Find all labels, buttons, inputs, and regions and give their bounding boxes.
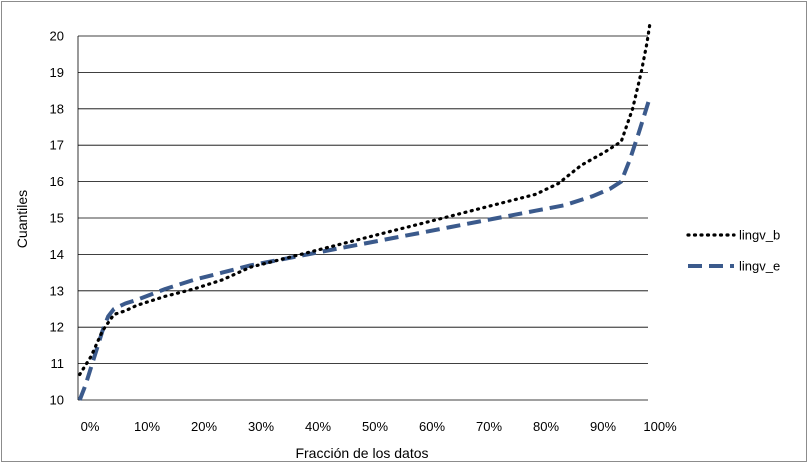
x-tick-label: 70% bbox=[476, 419, 502, 434]
x-tick-label: 50% bbox=[362, 419, 388, 434]
y-tick-label: 14 bbox=[50, 247, 64, 262]
y-tick-label: 10 bbox=[50, 393, 64, 408]
x-tick-label: 60% bbox=[419, 419, 445, 434]
legend-label-lingv_b: lingv_b bbox=[739, 228, 780, 243]
series-lines bbox=[77, 23, 652, 401]
x-tick-label: 40% bbox=[305, 419, 331, 434]
y-axis-title: Cuantiles bbox=[14, 190, 30, 248]
x-tick-label: 30% bbox=[248, 419, 274, 434]
y-tick-label: 11 bbox=[51, 356, 65, 371]
y-tick-label: 17 bbox=[50, 138, 64, 153]
x-tick-label: 0% bbox=[81, 419, 100, 434]
x-axis-title: Fracción de los datos bbox=[295, 445, 428, 461]
series-line-lingv_e bbox=[77, 97, 652, 401]
x-tick-label: 90% bbox=[590, 419, 616, 434]
y-tick-label: 20 bbox=[50, 29, 64, 44]
x-tick-label: 20% bbox=[191, 419, 217, 434]
x-tick-label: 80% bbox=[533, 419, 559, 434]
y-tick-label: 19 bbox=[50, 65, 64, 80]
y-tick-label: 13 bbox=[50, 283, 64, 298]
x-tick-label: 10% bbox=[134, 419, 160, 434]
y-tick-label: 16 bbox=[50, 174, 64, 189]
series-line-lingv_b bbox=[78, 23, 652, 377]
x-tick-label: 100% bbox=[643, 419, 677, 434]
y-tick-label: 18 bbox=[50, 101, 64, 116]
legend-label-lingv_e: lingv_e bbox=[739, 259, 780, 274]
y-tick-label: 15 bbox=[50, 211, 64, 226]
y-tick-label: 12 bbox=[50, 320, 64, 335]
legend: lingv_b lingv_e bbox=[686, 228, 780, 274]
y-tick-labels: 10 11 12 13 14 15 16 17 18 19 20 bbox=[50, 29, 64, 408]
x-tick-labels: 0% 10% 20% 30% 40% 50% 60% 70% 80% 90% 100% bbox=[81, 419, 677, 434]
gridlines bbox=[77, 35, 648, 401]
